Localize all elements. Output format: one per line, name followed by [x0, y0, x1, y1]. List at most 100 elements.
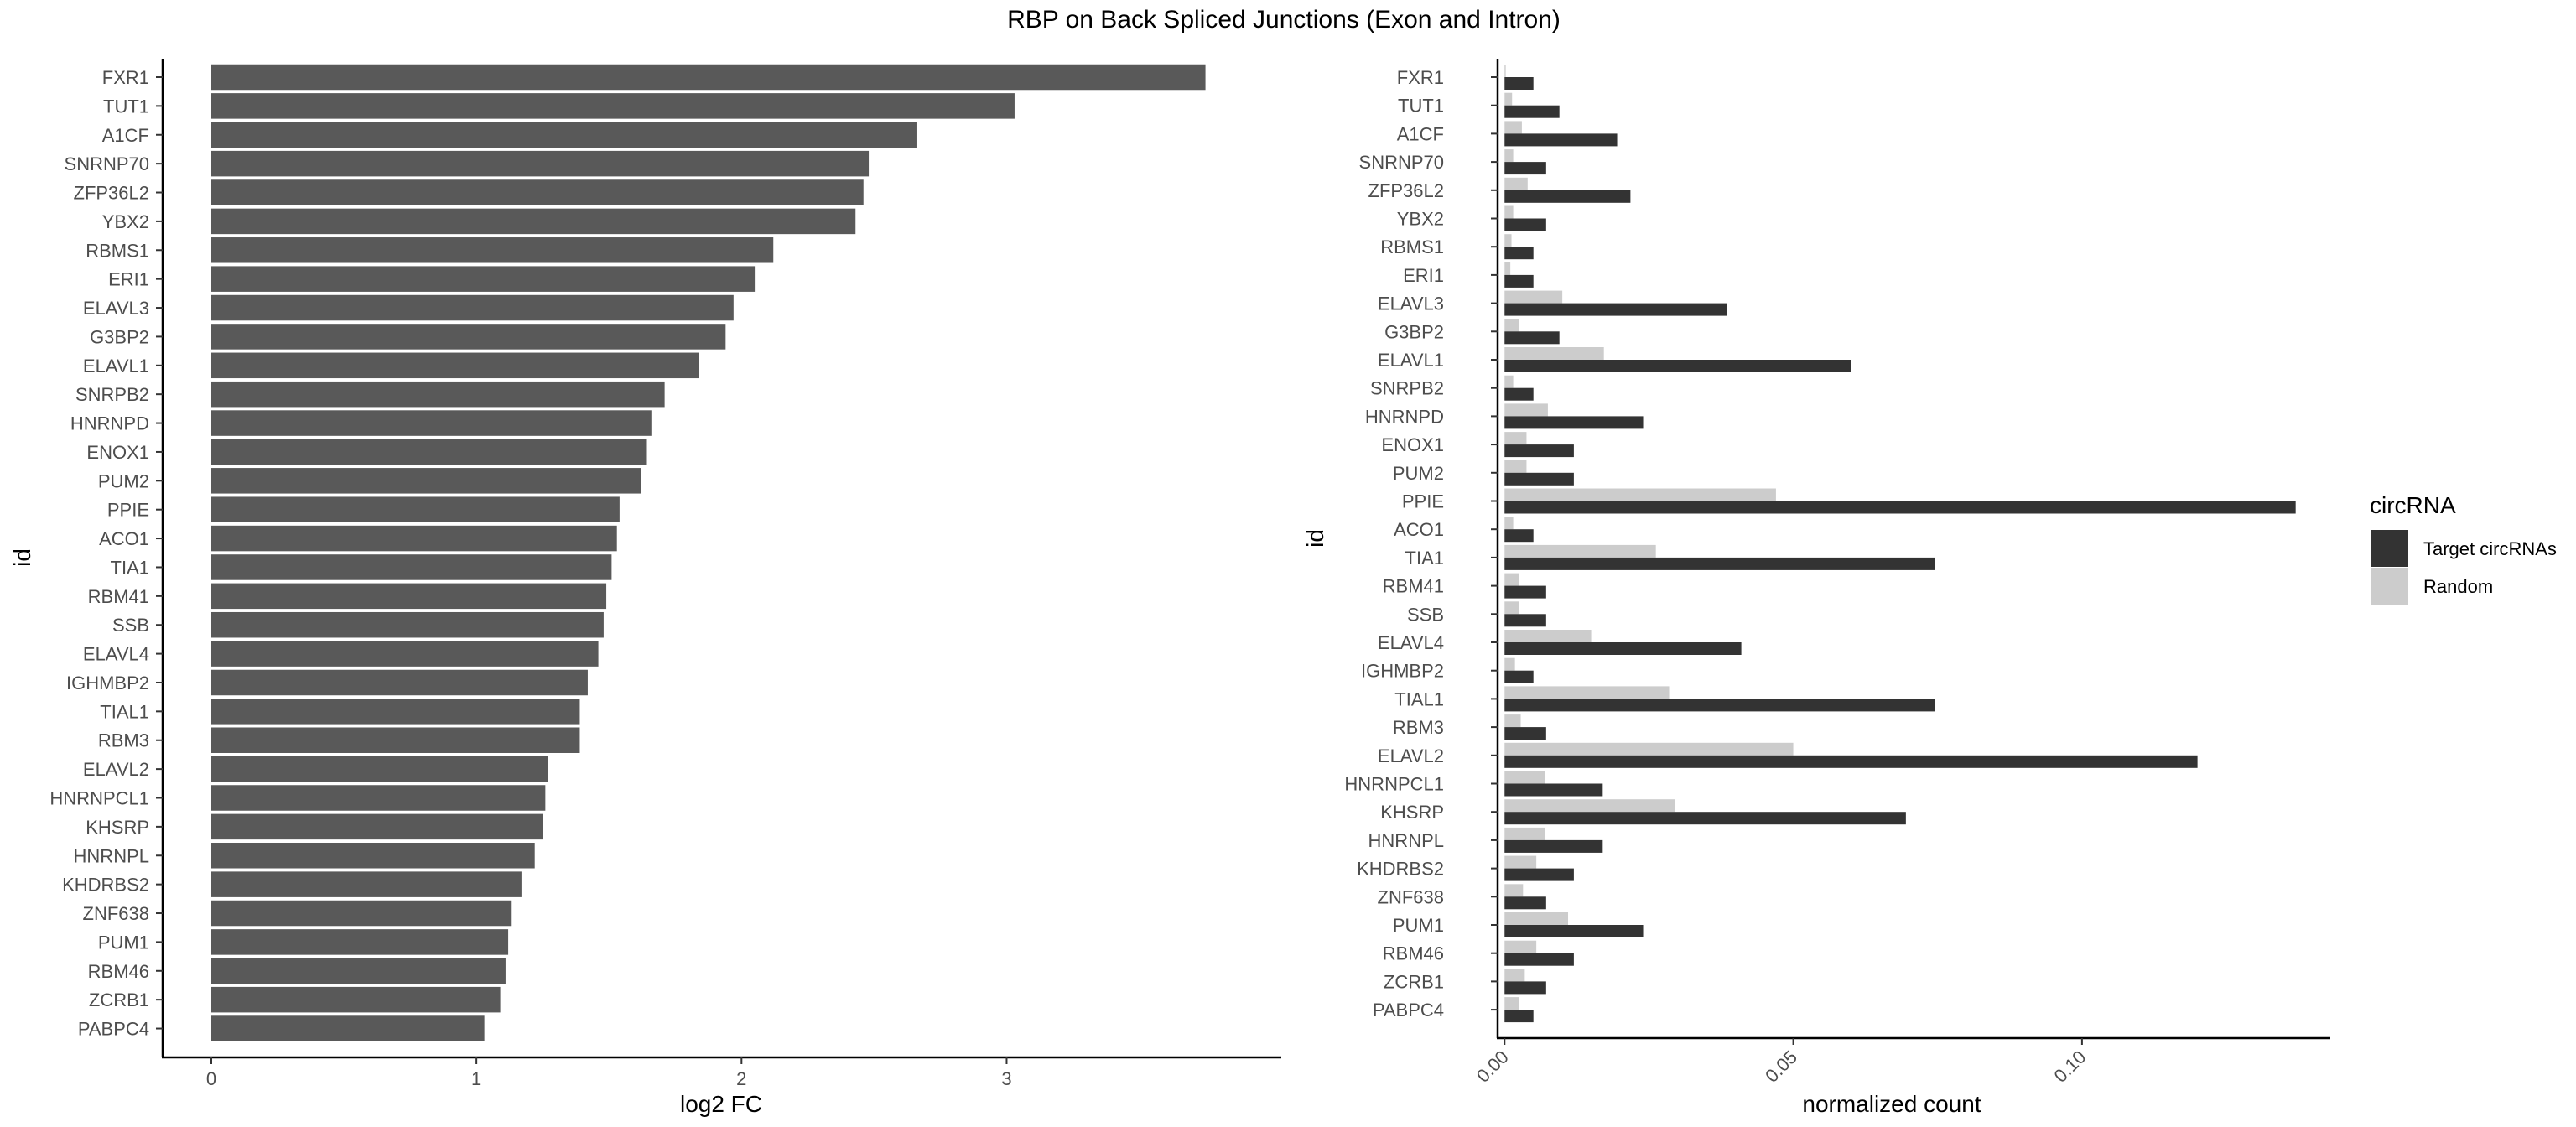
left-y-tick-label: IGHMBP2	[66, 673, 149, 693]
left-y-tick-label: ELAVL1	[83, 356, 149, 377]
left-y-tick-label: YBX2	[102, 211, 149, 232]
right-bar-target	[1504, 133, 1618, 147]
left-bar	[211, 986, 501, 1013]
right-bar-target	[1504, 472, 1574, 486]
right-x-ticks: 0.00 0.05 0.10	[1472, 1038, 2090, 1087]
right-bar-target	[1504, 444, 1574, 458]
left-y-tick-label: ELAVL2	[83, 759, 149, 780]
right-y-tick-label: RBM46	[1383, 943, 1444, 964]
left-bar	[211, 843, 535, 869]
right-bar-random	[1504, 884, 1524, 897]
left-y-tick-labels: FXR1 TUT1 A1CF SNRNP70 ZFP36L2 YBX2 RBMS1 ERI1 E…	[49, 67, 163, 1040]
right-bar-target	[1504, 755, 2198, 768]
left-bar	[211, 611, 604, 638]
right-bar-random	[1504, 205, 1514, 219]
left-y-tick-label: ELAVL4	[83, 644, 149, 665]
left-bar	[211, 410, 652, 436]
left-y-tick-label: ACO1	[99, 528, 149, 549]
left-bar	[211, 64, 1206, 91]
right-bar-random	[1504, 460, 1527, 473]
left-bar	[211, 266, 756, 292]
left-bar	[211, 468, 641, 494]
right-bar-target	[1504, 218, 1546, 231]
right-y-tick-label: TIA1	[1405, 548, 1444, 569]
left-y-tick-label: ERI1	[108, 269, 149, 290]
right-bar-random	[1504, 403, 1548, 417]
left-y-tick-label: SNRPB2	[75, 384, 149, 405]
left-y-tick-label: HNRNPCL1	[49, 788, 149, 809]
right-bar-target	[1504, 699, 1935, 712]
left-y-tick-label: KHSRP	[86, 817, 149, 838]
right-y-tick-label: SNRPB2	[1370, 378, 1444, 399]
right-bars	[1504, 65, 2296, 1023]
left-chart: FXR1 TUT1 A1CF SNRNP70 ZFP36L2 YBX2 RBMS1 ERI1 E…	[9, 59, 1281, 1117]
left-bar	[211, 583, 607, 610]
left-x-axis-title: log2 FC	[680, 1091, 762, 1117]
right-y-tick-label: RBM3	[1393, 717, 1444, 738]
left-y-tick-label: PUM2	[98, 470, 149, 491]
right-bar-target	[1504, 331, 1560, 345]
right-bar-random	[1504, 92, 1513, 106]
left-bar	[211, 669, 588, 696]
right-bar-target	[1504, 162, 1546, 175]
right-bar-random	[1504, 601, 1519, 615]
right-y-tick-label: TIAL1	[1394, 688, 1444, 709]
left-bar	[211, 439, 647, 465]
right-bar-target	[1504, 274, 1534, 288]
right-bar-random	[1504, 290, 1563, 304]
right-y-tick-label: ERI1	[1403, 265, 1444, 286]
right-bar-random	[1504, 799, 1675, 813]
legend-swatch-random	[2371, 568, 2408, 605]
left-y-tick-label: RBM46	[88, 961, 149, 982]
right-bar-random	[1504, 714, 1521, 728]
left-bar	[211, 381, 665, 408]
left-bar	[211, 294, 734, 321]
left-bar	[211, 641, 599, 667]
left-bar	[211, 93, 1015, 119]
figure-title: RBP on Back Spliced Junctions (Exon and …	[1007, 6, 1561, 34]
right-bar-random	[1504, 969, 1525, 982]
right-y-tick-label: SNRNP70	[1359, 152, 1444, 173]
right-y-tick-label: ZFP36L2	[1368, 180, 1445, 201]
right-bar-target	[1504, 247, 1534, 260]
right-y-tick-label: ELAVL2	[1378, 745, 1444, 766]
left-x-tick-label: 0	[206, 1068, 216, 1089]
right-y-tick-label: ACO1	[1394, 519, 1444, 540]
left-y-tick-label: HNRNPL	[74, 845, 149, 866]
right-x-tick-label: 0.00	[1472, 1046, 1513, 1087]
right-bar-random	[1504, 375, 1514, 388]
right-bar-target	[1504, 783, 1603, 797]
left-bar	[211, 179, 864, 205]
legend-title: circRNA	[2370, 492, 2456, 518]
right-x-axis-title: normalized count	[1802, 1091, 1981, 1117]
left-bar	[211, 554, 612, 580]
right-bar-target	[1504, 868, 1574, 881]
left-bar	[211, 208, 856, 235]
right-y-tick-label: ELAVL3	[1378, 293, 1444, 314]
right-bar-random	[1504, 262, 1511, 275]
right-bar-target	[1504, 614, 1546, 627]
left-x-tick-label: 1	[471, 1068, 481, 1089]
right-bar-random	[1504, 686, 1670, 699]
right-bar-target	[1504, 953, 1574, 966]
right-y-tick-label: TUT1	[1398, 96, 1444, 117]
left-y-tick-label: RBM3	[98, 730, 149, 751]
right-bar-target	[1504, 727, 1546, 740]
legend: circRNA Target circRNAs Random	[2370, 492, 2557, 605]
right-y-tick-label: YBX2	[1397, 209, 1444, 230]
left-bar	[211, 496, 620, 522]
right-y-tick-label: A1CF	[1397, 123, 1444, 144]
right-y-tick-label: PPIE	[1402, 491, 1444, 512]
right-bar-random	[1504, 912, 1569, 925]
left-y-tick-label: SNRNP70	[65, 153, 149, 174]
right-y-tick-label: RBMS1	[1380, 236, 1444, 257]
right-x-tick-label: 0.05	[1761, 1046, 1801, 1087]
right-bar-target	[1504, 812, 1906, 825]
right-bar-target	[1504, 501, 2296, 514]
right-bar-target	[1504, 585, 1546, 599]
right-bar-target	[1504, 839, 1603, 853]
left-bar	[211, 699, 580, 724]
left-bar	[211, 150, 870, 177]
left-bar	[211, 929, 509, 955]
